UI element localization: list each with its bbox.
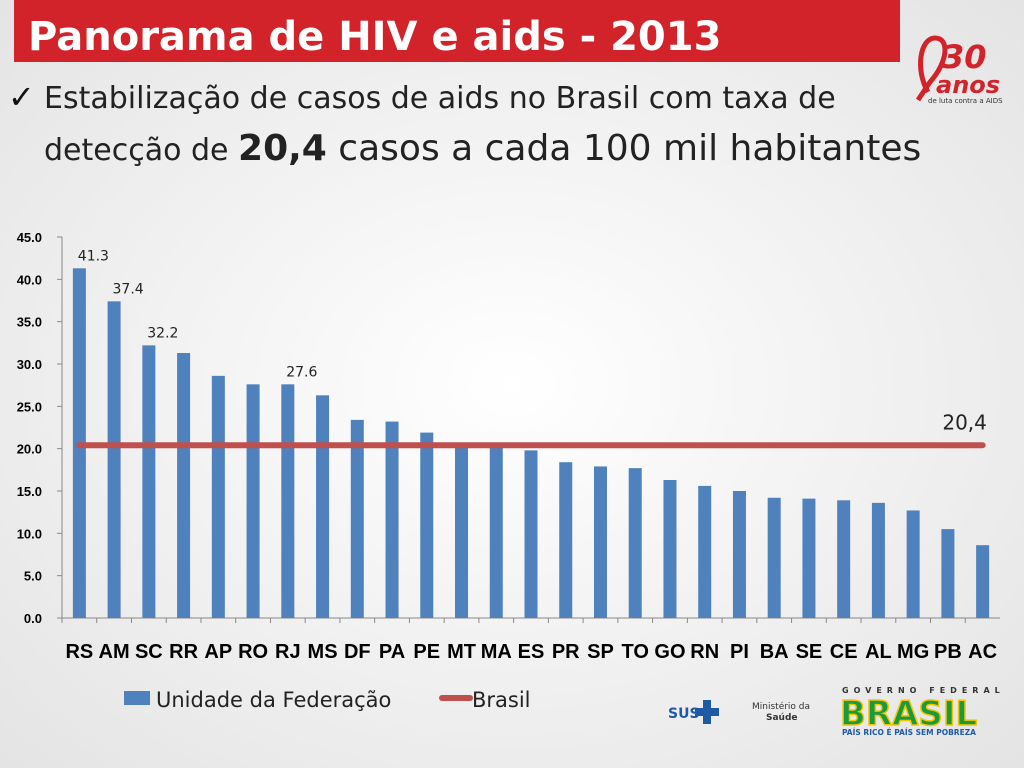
x-tick-label: SE	[796, 641, 823, 663]
country-logo: BRASIL	[840, 694, 977, 734]
x-tick-label: RJ	[275, 641, 301, 663]
x-tick-label: TO	[622, 641, 649, 663]
bar	[246, 384, 260, 618]
bar	[837, 500, 851, 618]
x-tick-label: PI	[730, 641, 749, 663]
bar	[802, 498, 816, 618]
bar	[177, 352, 191, 618]
y-tick-label: 5.0	[24, 569, 42, 584]
x-tick-label: MT	[447, 641, 476, 663]
bar	[281, 384, 295, 618]
ribbon	[915, 35, 948, 102]
logo-number: 30	[942, 38, 987, 76]
bar	[732, 491, 746, 618]
y-tick-label: 15.0	[17, 484, 42, 499]
x-tick-label: AC	[968, 641, 997, 663]
y-tick-label: 40.0	[17, 272, 42, 287]
x-tick-label: AL	[865, 641, 892, 663]
subtitle-line: detecção de 20,4 casos a cada 100 mil ha…	[44, 128, 921, 169]
y-tick-label: 10.0	[17, 526, 42, 541]
x-tick-label: PR	[552, 641, 580, 663]
x-tick-label: RO	[238, 641, 268, 663]
sus-cross	[695, 700, 719, 724]
bar	[941, 529, 955, 618]
bar	[385, 421, 399, 618]
x-tick-label: RR	[169, 641, 198, 663]
bar	[593, 466, 607, 618]
x-tick-label: MG	[897, 641, 929, 663]
x-tick-label: SC	[135, 641, 163, 663]
data-label: 20,4	[942, 410, 987, 434]
subtitle-line: Estabilização de casos de aids no Brasil…	[44, 81, 836, 116]
government: GOVERNO FEDERAL	[842, 686, 1005, 695]
data-label: 32.2	[147, 325, 178, 341]
legend-label: Brasil	[472, 688, 531, 712]
x-tick-label: AM	[99, 641, 130, 663]
bar	[871, 502, 885, 618]
y-tick-label: 35.0	[17, 315, 42, 330]
data-label: 37.4	[113, 281, 144, 297]
slogan: PAÍS RICO É PAÍS SEM POBREZA	[842, 728, 976, 737]
x-tick-label: DF	[344, 641, 371, 663]
logo-caption: de luta contra a AIDS	[928, 97, 1003, 105]
x-tick-label: MA	[481, 641, 512, 663]
bar	[350, 419, 364, 618]
bar	[906, 510, 920, 618]
y-tick-label: 20.0	[17, 442, 42, 457]
x-tick-label: GO	[654, 641, 685, 663]
subtitle-highlight: 20,4	[238, 128, 327, 169]
anniversary-logo: 30 anos de luta contra a AIDS	[915, 35, 1003, 105]
x-tick-label: AP	[204, 641, 232, 663]
y-tick-label: 45.0	[17, 230, 42, 245]
chart: 0.0 5.0 10.0 15.0 20.0 25.0 30.0 35.0 40.0 45.0 RS…	[17, 230, 1000, 712]
y-tick-label: 30.0	[17, 357, 42, 372]
bar	[559, 462, 573, 618]
legend-swatch	[124, 691, 150, 705]
ministry: Ministério da	[752, 701, 810, 712]
x-tick-label: PE	[413, 641, 440, 663]
bullet: ✓	[8, 78, 35, 116]
ministry: Saúde	[766, 713, 798, 723]
title: Panorama de HIV e aids - 2013	[28, 14, 721, 60]
bar	[489, 446, 503, 618]
x-tick-label: BA	[760, 641, 789, 663]
x-tick-label: CE	[830, 641, 858, 663]
title-bar	[14, 0, 900, 62]
bar	[107, 301, 121, 618]
y-tick-label: 0.0	[24, 611, 42, 626]
government-logos: SUS Ministério da Saúde GOVERNO FEDERAL …	[668, 686, 1005, 737]
data-label: 41.3	[78, 248, 109, 264]
bar	[663, 479, 677, 618]
x-tick-label: ES	[518, 641, 545, 663]
bar	[628, 468, 642, 618]
legend-label: Unidade da Federação	[156, 688, 391, 712]
data-label: 27.6	[286, 364, 317, 380]
x-tick-label: RS	[65, 641, 93, 663]
logo-word: anos	[936, 71, 1000, 99]
bar	[455, 444, 469, 618]
y-tick-label: 25.0	[17, 399, 42, 414]
sus-logo: SUS	[668, 706, 700, 722]
x-tick-label: PA	[379, 641, 405, 663]
x-tick-label: SP	[587, 641, 614, 663]
bar	[976, 545, 990, 618]
bar	[316, 395, 330, 618]
bar	[211, 375, 225, 618]
x-tick-label: RN	[690, 641, 719, 663]
bar	[767, 497, 781, 618]
x-tick-label: MS	[308, 641, 338, 663]
bar	[420, 432, 434, 618]
bar	[524, 450, 538, 618]
subtitle-text: detecção de	[44, 133, 238, 168]
bar	[698, 485, 712, 618]
bar	[142, 345, 156, 618]
subtitle-text: casos a cada 100 mil habitantes	[327, 128, 921, 169]
x-tick-label: PB	[934, 641, 962, 663]
